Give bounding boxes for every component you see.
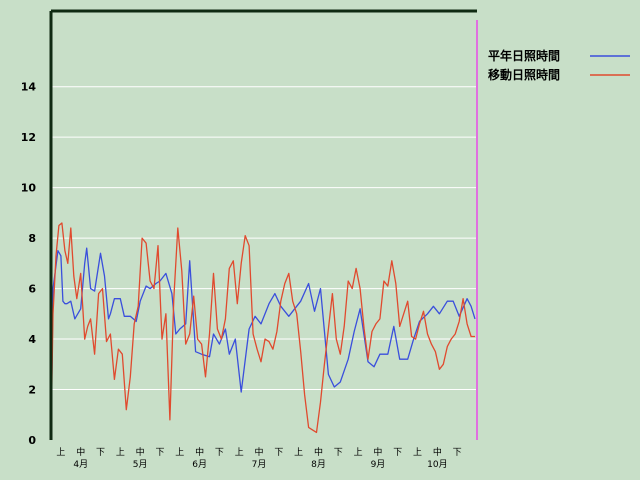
y-tick-label: 8 [28, 232, 36, 245]
x-tick-label: 上 [235, 447, 244, 458]
x-month-label: 10月 [427, 459, 447, 470]
x-tick-label: 上 [175, 447, 184, 458]
x-tick-label: 中 [76, 446, 85, 458]
x-tick-label: 中 [255, 446, 264, 458]
moving-sunshine-line [50, 222, 475, 441]
legend: 平年日照時間 移動日照時間 [488, 48, 630, 82]
x-tick-label: 中 [195, 446, 204, 458]
y-tick-label: 14 [21, 81, 37, 94]
y-tick-label: 12 [21, 131, 36, 144]
x-tick-label: 上 [354, 447, 363, 458]
x-tick-label: 上 [294, 447, 303, 458]
x-tick-label: 上 [56, 447, 65, 458]
legend-label-moving: 移動日照時間 [488, 67, 560, 82]
y-tick-label: 10 [21, 182, 37, 195]
series-lines [50, 222, 476, 441]
x-month-label: 6月 [192, 459, 207, 470]
x-month-label: 5月 [133, 459, 148, 470]
gridlines [51, 86, 477, 391]
axes [49, 9, 478, 440]
x-tick-label: 中 [314, 446, 323, 458]
normal-sunshine-line [50, 247, 476, 441]
y-tick-label: 2 [28, 384, 36, 397]
y-tick-label: 6 [28, 283, 36, 296]
x-tick-label: 中 [136, 446, 145, 458]
x-tick-label: 中 [373, 446, 382, 458]
x-month-label: 4月 [73, 459, 88, 470]
x-tick-label: 下 [453, 448, 462, 458]
x-tick-label: 上 [116, 447, 125, 458]
x-tick-label: 下 [334, 448, 343, 458]
x-tick-label: 中 [433, 446, 442, 458]
x-tick-label: 上 [413, 447, 422, 458]
x-axis-ticks: 上中下上中下上中下上中下上中下上中下上中下4月 5月 6月 7月 8月 9月 10月 [56, 446, 461, 470]
x-month-label: 7月 [252, 459, 267, 470]
legend-label-normal: 平年日照時間 [488, 48, 560, 63]
y-tick-label: 0 [28, 434, 36, 447]
x-tick-label: 下 [96, 448, 105, 458]
y-axis-ticks: 0 2 4 6 8 10 12 14 [21, 81, 37, 447]
y-tick-label: 4 [28, 333, 36, 346]
x-tick-label: 下 [274, 448, 283, 458]
x-tick-label: 下 [155, 448, 164, 458]
x-tick-label: 下 [215, 448, 224, 458]
x-month-label: 8月 [311, 459, 326, 470]
x-month-label: 9月 [371, 459, 386, 470]
x-tick-label: 下 [393, 448, 402, 458]
